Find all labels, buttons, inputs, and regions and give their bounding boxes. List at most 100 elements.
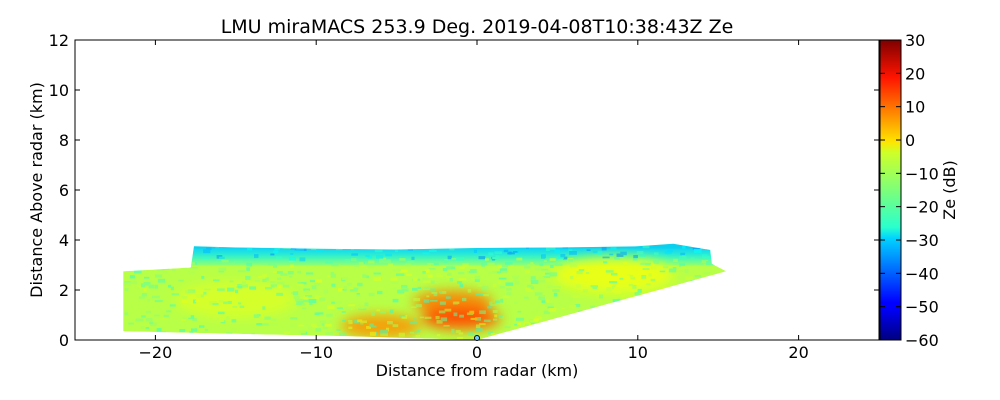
echo-texture-cell [492,256,499,260]
echo-texture-cell [506,287,512,291]
echo-texture-cell [641,275,647,279]
echo-texture-cell [239,305,245,308]
echo-texture-cell [252,264,256,267]
echo-texture-cell [409,322,417,325]
echo-texture-cell [400,258,406,261]
echo-texture-cell [545,279,550,282]
echo-texture-cell [383,259,391,263]
echo-texture-cell [650,278,656,282]
echo-texture-cell [306,275,311,279]
echo-texture-cell [516,317,524,321]
echo-texture-cell [574,304,581,307]
y-tick-label: 6 [59,181,69,200]
echo-texture-cell [641,259,646,263]
echo-texture-cell [179,329,186,332]
echo-texture-cell [225,316,230,320]
echo-texture-cell [545,299,550,303]
echo-texture-cell [416,329,421,332]
echo-texture-cell [498,277,507,280]
echo-texture-cell [181,296,188,299]
echo-texture-cell [514,323,520,326]
echo-texture-cell [152,295,160,299]
echo-texture-cell [533,318,539,321]
echo-texture-cell [592,250,598,254]
echo-texture-cell [620,251,627,256]
echo-texture-cell [422,252,430,255]
echo-texture-cell [277,277,282,280]
colorbar-ticks: 30 20 10 0 −10 −20 −30 −40 −50 −60 [880,31,939,350]
echo-texture-cell [276,271,283,274]
y-tick-label: 4 [59,231,69,250]
echo-texture-cell [488,271,495,275]
colorbar-tick-label: 20 [905,64,925,83]
echo-texture-cell [276,292,283,296]
echo-texture-cell [340,289,347,291]
echo-texture-cell [443,260,448,263]
echo-texture-cell [462,263,469,267]
echo-texture-cell [379,311,387,314]
echo-texture-cell [663,266,669,269]
echo-texture-cell [181,319,187,321]
plot-area: −20 −10 0 10 20 0 2 4 6 8 10 12 [49,31,880,362]
echo-texture-cell [430,300,438,302]
echo-texture-cell [299,282,307,285]
echo-texture-cell [628,283,633,287]
echo-texture-cell [223,301,228,305]
echo-texture-cell [162,271,168,274]
echo-texture-cell [316,312,324,315]
echo-texture-cell [373,277,382,281]
echo-texture-cell [144,276,150,279]
echo-texture-cell [413,298,421,302]
echo-texture-cell [405,263,412,268]
echo-texture-cell [146,297,153,301]
echo-texture-cell [145,327,150,329]
echo-texture-cell [411,306,417,309]
echo-texture-cell [637,288,642,293]
echo-texture-cell [301,303,306,306]
echo-texture-cell [501,270,508,274]
echo-texture-cell [202,257,210,260]
echo-texture-cell [218,311,225,315]
echo-texture-cell [282,284,290,288]
echo-texture-cell [290,317,298,320]
echo-texture-cell [633,255,638,259]
echo-texture-cell [614,291,622,294]
echo-texture-cell [299,296,304,299]
y-tick-label: 0 [59,331,69,350]
echo-texture-cell [576,300,581,305]
echo-texture-cell [554,249,561,253]
echo-texture-cell [219,246,223,249]
echo-texture-cell [680,252,686,256]
echo-texture-cell [227,300,232,304]
echo-texture-cell [606,287,612,291]
echo-texture-cell [487,306,493,309]
echo-texture-cell [473,333,479,336]
echo-texture-cell [253,314,259,318]
echo-texture-cell [323,289,328,294]
echo-texture-cell [701,260,709,264]
echo-texture-cell [469,271,475,273]
echo-texture-cell [315,328,322,332]
echo-texture-cell [358,261,364,266]
echo-texture-cell [135,318,144,322]
echo-texture-cell [605,270,614,273]
colorbar-tick-label: −20 [905,198,939,217]
echo-texture-cell [553,286,561,289]
echo-texture-cell [277,284,282,289]
echo-texture-cell [634,294,640,296]
echo-texture-cell [231,262,236,265]
x-tick-label: 0 [472,343,482,362]
echo-texture-cell [602,256,610,259]
echo-texture-cell [400,269,408,273]
echo-texture-cell [575,268,583,270]
echo-texture-cell [331,263,339,267]
echo-texture-cell [364,302,369,307]
echo-texture-cell [357,282,363,287]
echo-texture-cell [237,270,246,273]
echo-texture-cell [241,281,246,285]
echo-texture-cell [446,274,451,279]
echo-texture-cell [483,262,488,266]
echo-texture-cell [547,285,553,289]
echo-texture-cell [305,290,309,295]
echo-texture-cell [407,249,414,251]
